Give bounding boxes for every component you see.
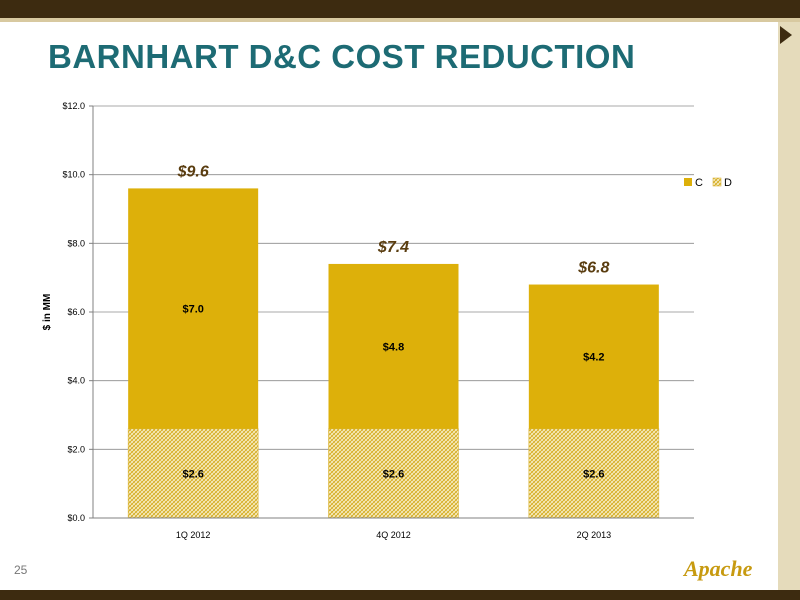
y-tick-label: $6.0: [67, 307, 85, 317]
segment-value-label: $7.0: [182, 304, 203, 316]
y-axis-title: $ in MM: [42, 294, 53, 331]
total-value-label: $9.6: [177, 163, 209, 180]
side-strip: [778, 22, 800, 590]
logo-text: Apache: [684, 556, 753, 581]
y-tick-label: $0.0: [67, 513, 85, 523]
bar-segment-c: [128, 188, 259, 429]
bar-segment-d: [528, 428, 660, 519]
legend-label-d: D: [724, 177, 732, 189]
x-tick-label: 4Q 2012: [376, 530, 411, 540]
slide-title: BARNHART D&C COST REDUCTION: [48, 38, 636, 75]
y-tick-label: $4.0: [67, 376, 85, 386]
segment-value-label: $2.6: [583, 468, 604, 480]
top-bar: [0, 0, 800, 18]
bottom-bar: [0, 590, 800, 600]
segment-value-label: $4.8: [383, 341, 404, 353]
apache-logo: Apache: [684, 556, 752, 582]
axes: $0.0 $2.0 $4.0 $6.0 $8.0 $10.0 $12.0 $ in MM 1Q …: [42, 101, 694, 540]
data-labels: $2.6 $7.0 $9.6 $2.6 $4.8 $7.4 $2.6 $4.2 $6.8: [177, 163, 610, 480]
segment-value-label: $4.2: [583, 352, 604, 364]
y-tick-label: $12.0: [62, 101, 85, 111]
total-value-label: $6.8: [577, 260, 609, 277]
bars: [127, 188, 660, 519]
bar-segment-d: [127, 428, 259, 519]
segment-value-label: $2.6: [383, 468, 404, 480]
segment-value-label: $2.6: [182, 468, 203, 480]
x-tick-label: 2Q 2013: [577, 530, 612, 540]
page-number: 25: [14, 563, 28, 577]
legend-swatch-d: [712, 177, 722, 187]
x-tick-label: 1Q 2012: [176, 530, 211, 540]
legend-swatch-c: [684, 178, 692, 186]
bar-segment-c: [328, 263, 459, 429]
legend-label-c: C: [695, 177, 703, 189]
side-arrow-icon: [780, 26, 792, 44]
bar-segment-c: [528, 284, 659, 429]
y-tick-label: $10.0: [62, 170, 85, 180]
total-value-label: $7.4: [377, 239, 409, 256]
top-accent-line: [0, 18, 800, 22]
y-tick-label: $2.0: [67, 444, 85, 454]
y-tick-label: $8.0: [67, 238, 85, 248]
